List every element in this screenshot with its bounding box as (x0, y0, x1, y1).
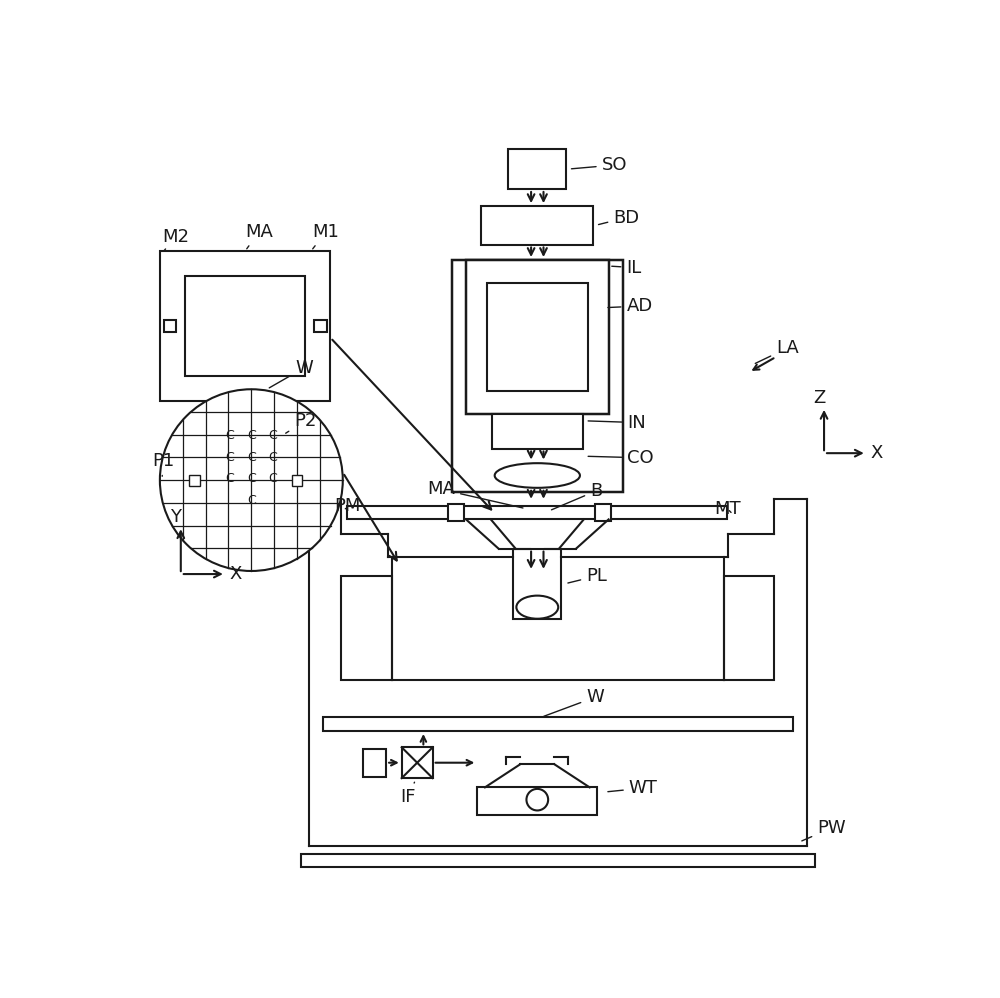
Text: B: B (551, 482, 602, 510)
Circle shape (526, 788, 548, 810)
Bar (164, 320, 176, 332)
Bar (323, 718, 793, 732)
Text: X: X (871, 444, 883, 462)
Text: Z: Z (813, 389, 825, 407)
Text: PW: PW (802, 819, 846, 841)
Text: W: W (269, 358, 313, 388)
Bar (347, 506, 727, 519)
Text: C: C (269, 450, 277, 463)
Text: BD: BD (599, 209, 639, 227)
Bar (341, 577, 392, 681)
Ellipse shape (516, 596, 558, 619)
Bar (314, 320, 326, 332)
Bar (292, 475, 302, 485)
Text: MT: MT (714, 500, 741, 518)
Bar (402, 748, 433, 778)
Text: C: C (247, 472, 256, 485)
Text: IN: IN (588, 413, 646, 431)
Text: LA: LA (755, 339, 799, 363)
Text: SO: SO (571, 156, 627, 174)
Text: X: X (230, 565, 242, 583)
Text: C: C (269, 472, 277, 485)
Text: PM: PM (334, 497, 361, 515)
Bar (487, 283, 588, 391)
Text: W: W (544, 689, 604, 717)
Text: M1: M1 (313, 223, 339, 249)
Bar (595, 504, 611, 521)
Bar (301, 853, 815, 867)
Bar (363, 748, 386, 776)
Text: C: C (269, 429, 277, 442)
Text: IL: IL (612, 258, 642, 276)
Text: P1: P1 (152, 452, 174, 476)
Text: C: C (247, 429, 256, 442)
Circle shape (160, 389, 343, 571)
Bar (508, 149, 566, 189)
Text: PL: PL (568, 567, 607, 585)
Text: Y: Y (170, 508, 181, 526)
Text: MA: MA (427, 480, 523, 508)
Bar (189, 475, 200, 485)
Bar (185, 276, 305, 376)
Text: C: C (225, 450, 234, 463)
Bar (513, 549, 561, 619)
Text: WT: WT (608, 779, 658, 797)
Text: IF: IF (400, 782, 416, 806)
Bar (452, 259, 623, 492)
Text: P2: P2 (286, 412, 316, 433)
Text: C: C (247, 450, 256, 463)
Bar (481, 206, 593, 245)
Text: C: C (225, 429, 234, 442)
Text: M2: M2 (162, 229, 189, 251)
Bar (448, 504, 464, 521)
Text: C: C (247, 494, 256, 507)
Text: AD: AD (608, 297, 653, 315)
Ellipse shape (495, 463, 580, 488)
Bar (466, 259, 609, 414)
Bar (477, 787, 597, 815)
Bar (724, 577, 774, 681)
Bar (160, 251, 330, 401)
Text: C: C (225, 472, 234, 485)
Text: CO: CO (588, 449, 654, 467)
Text: MA: MA (245, 223, 273, 249)
Bar (492, 414, 583, 448)
